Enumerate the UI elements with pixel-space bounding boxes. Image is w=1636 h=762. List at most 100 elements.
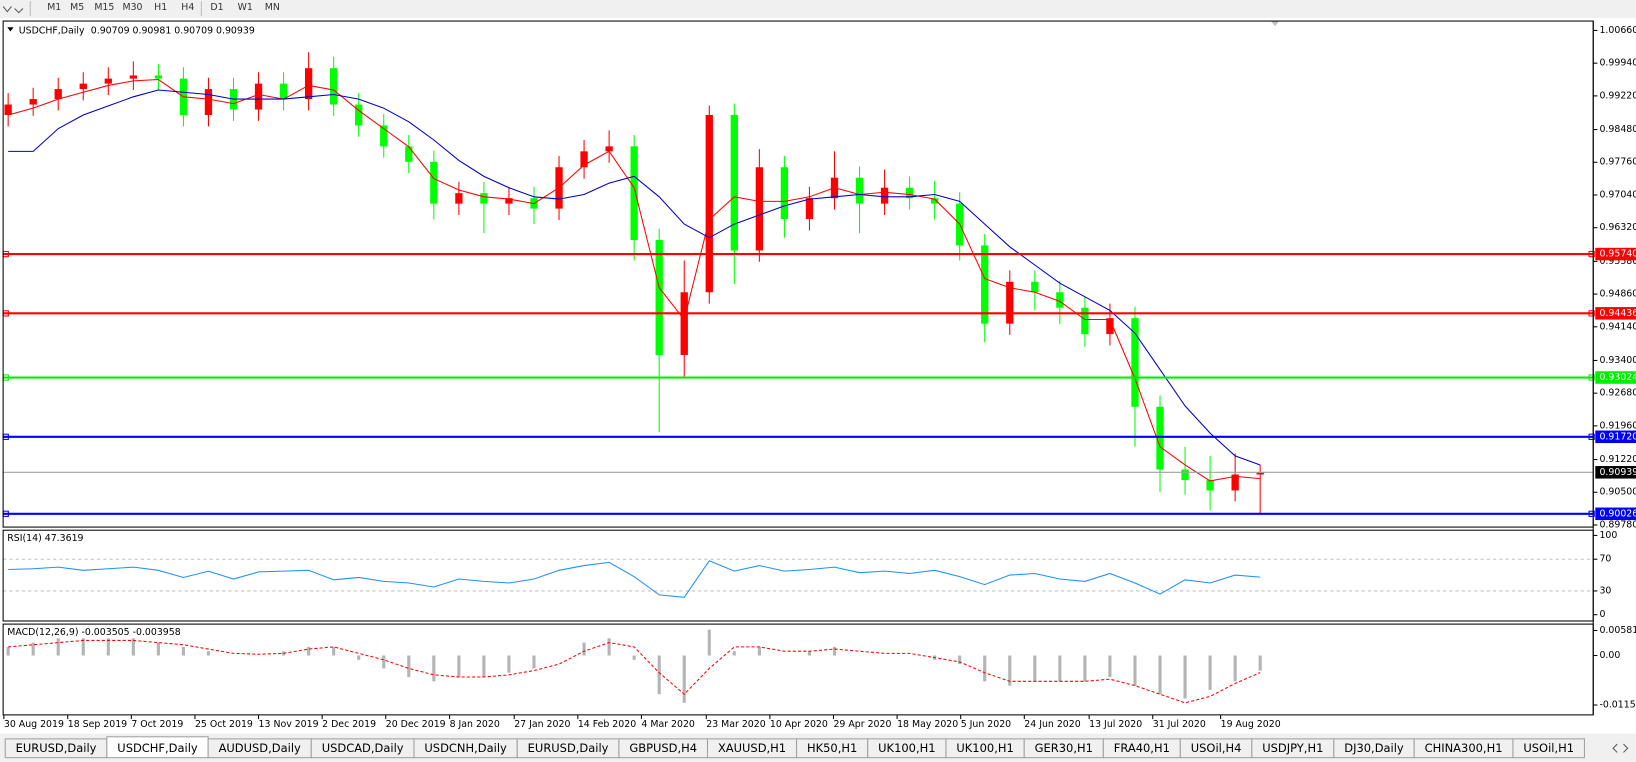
- chart-tab[interactable]: [1512, 738, 1585, 759]
- chart-tab-label[interactable]: USDJPY,H1: [1262, 741, 1323, 755]
- chart-tab-label[interactable]: USOil,H1: [1523, 741, 1574, 755]
- chart-tab-label[interactable]: DJ30,Daily: [1344, 741, 1404, 755]
- macd-bar: [632, 655, 636, 660]
- candle-body: [1131, 318, 1139, 407]
- x-tick-label: 2 Dec 2019: [322, 719, 376, 730]
- chart-tab-label[interactable]: AUDUSD,Daily: [219, 741, 301, 755]
- macd-bar: [507, 655, 511, 673]
- candle-body: [104, 78, 112, 84]
- chart-tab-label[interactable]: USDCHF,Daily: [117, 741, 198, 755]
- indicator-title: RSI(14) 47.3619: [7, 533, 83, 544]
- timeframe-button[interactable]: [64, 0, 90, 17]
- chart-tab-label[interactable]: HK50,H1: [807, 741, 857, 755]
- timeframe-button-label[interactable]: D1: [210, 2, 223, 13]
- moving-average: [8, 89, 1261, 466]
- x-tick-label: 30 Aug 2019: [4, 719, 64, 730]
- timeframe-button-label[interactable]: H4: [181, 2, 194, 13]
- candle-body: [755, 167, 764, 251]
- timeframe-button-label[interactable]: M15: [94, 2, 114, 13]
- chart-tab-label[interactable]: CHINA300,H1: [1425, 741, 1503, 755]
- candle-body: [29, 99, 37, 105]
- x-tick-label: 29 Apr 2020: [833, 719, 891, 730]
- candle-body: [279, 83, 288, 100]
- macd-bar: [1108, 655, 1112, 678]
- price-tag-label: 0.93024: [1599, 372, 1636, 383]
- timeframe-button-label[interactable]: H1: [154, 2, 167, 13]
- tab-scroll[interactable]: [1612, 743, 1629, 753]
- timeframe-button-label[interactable]: M5: [70, 2, 84, 13]
- price-tag-label: 0.90939: [1599, 467, 1636, 478]
- chart-tab-label[interactable]: GER30,H1: [1035, 741, 1093, 755]
- candle-body: [254, 83, 263, 110]
- price-tag-label: 0.95740: [1599, 249, 1636, 260]
- panel-plot: [3, 558, 1594, 598]
- chart-tab-label[interactable]: XAUUSD,H1: [718, 741, 786, 755]
- macd-bar: [682, 655, 686, 703]
- macd-bar: [357, 655, 361, 660]
- macd-bar: [6, 646, 10, 656]
- timeframe-button[interactable]: [148, 0, 174, 17]
- candle-body: [1006, 281, 1014, 324]
- x-tick-label: 18 May 2020: [897, 719, 958, 730]
- indicator-title: MACD(12,26,9) -0.003505 -0.003958: [7, 627, 180, 638]
- candle-body: [1256, 472, 1264, 475]
- candle-body: [905, 187, 914, 199]
- macd-bar: [206, 651, 211, 656]
- y-tick-label: 0.92680: [1599, 388, 1636, 399]
- candle-body: [580, 151, 588, 168]
- timeframe-button[interactable]: [175, 0, 201, 17]
- level-anchor: [1588, 433, 1595, 440]
- candle-body: [655, 239, 663, 355]
- timeframe-button-label[interactable]: M1: [47, 2, 61, 13]
- macd-bar: [1258, 655, 1262, 671]
- y-tick-label: 0.94860: [1599, 289, 1636, 300]
- timeframe-button-label[interactable]: M30: [122, 2, 142, 13]
- timeframe-button[interactable]: [41, 0, 67, 17]
- candle-body: [705, 114, 713, 293]
- macd-bar: [156, 642, 160, 656]
- timeframe-button[interactable]: [232, 0, 258, 17]
- chart-tab-label[interactable]: USDCAD,Daily: [322, 741, 404, 755]
- chart-tab-label[interactable]: USDCNH,Daily: [424, 741, 507, 755]
- macd-bar: [757, 646, 761, 656]
- timeframe-button[interactable]: [259, 0, 285, 17]
- chart-tab-label[interactable]: USOil,H4: [1191, 741, 1242, 755]
- chart-tab-label[interactable]: FRA40,H1: [1114, 741, 1170, 755]
- moving-average: [8, 79, 1261, 482]
- macd-bar: [457, 655, 461, 678]
- candle-body: [1231, 474, 1239, 491]
- macd-bar: [81, 638, 85, 656]
- y-tick-label: 0.95580: [1599, 256, 1636, 267]
- y-tick-label: 0.97040: [1599, 189, 1636, 200]
- candle-body: [605, 146, 613, 152]
- y-tick-label: 0.97760: [1599, 157, 1636, 168]
- chart-tab-label[interactable]: EURUSD,Daily: [528, 741, 609, 755]
- timeframe-button[interactable]: [91, 0, 117, 17]
- level-anchor: [1588, 310, 1595, 317]
- chart-header: USDCHF,Daily 0.90709 0.90981 0.90709 0.90…: [19, 25, 255, 36]
- y-tick-label: 0.94140: [1599, 321, 1636, 332]
- candle-body: [405, 146, 413, 162]
- candle-body: [680, 292, 688, 355]
- chart-tab-label[interactable]: GBPUSD,H4: [629, 741, 697, 755]
- chart-tab-label[interactable]: EURUSD,Daily: [16, 741, 97, 755]
- macd-bar: [1208, 655, 1212, 690]
- timeframe-button[interactable]: [119, 0, 146, 17]
- macd-bar: [832, 646, 837, 656]
- level-anchor: [1588, 250, 1595, 258]
- macd-bar: [1158, 655, 1162, 695]
- level-anchor: [1588, 374, 1595, 381]
- chart-tab-label[interactable]: UK100,H1: [956, 741, 1013, 755]
- y-tick-label: 0.00: [1599, 650, 1620, 661]
- y-tick-label: 30: [1599, 585, 1611, 596]
- price-tag: [1595, 507, 1636, 521]
- panel-plot: [4, 52, 1264, 514]
- timeframe-button[interactable]: [204, 0, 230, 17]
- candle-body: [930, 198, 939, 204]
- price-tag: [1595, 371, 1636, 384]
- y-tick-label: 0.98480: [1599, 124, 1636, 135]
- timeframe-button-label[interactable]: W1: [238, 2, 253, 13]
- timeframe-button-label[interactable]: MN: [265, 2, 280, 13]
- chart-tab-label[interactable]: UK100,H1: [878, 741, 935, 755]
